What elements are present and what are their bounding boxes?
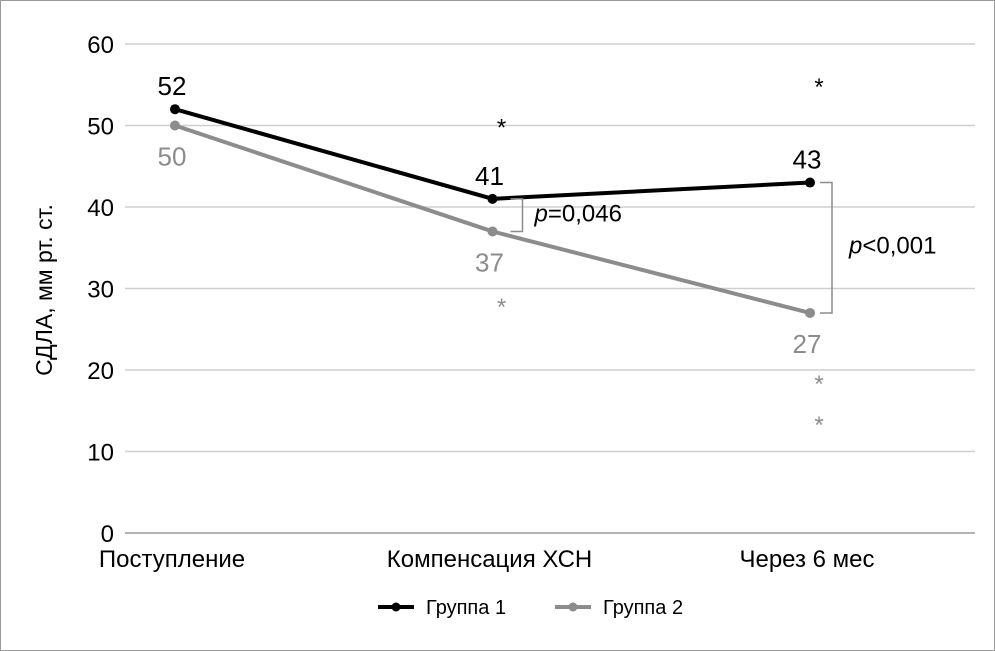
series-line-2 <box>174 123 811 315</box>
legend-marker <box>568 602 578 612</box>
p-value-label: p=0,046 <box>534 201 622 228</box>
p-value: =0,046 <box>548 201 622 228</box>
data-point <box>170 120 180 131</box>
data-label: 52 <box>158 71 187 101</box>
p-value: <0,001 <box>862 232 936 259</box>
legend-marker <box>391 602 401 612</box>
x-tick-label: Компенсация ХСН <box>387 546 592 573</box>
y-tick-label: 60 <box>87 32 114 59</box>
comparison-bracket <box>820 181 833 314</box>
y-tick-label: 50 <box>87 114 114 141</box>
y-axis-label: СДЛА, мм рт. ст. <box>31 204 57 376</box>
data-label: 43 <box>793 145 822 175</box>
significance-asterisk: * <box>497 115 506 142</box>
data-label: 37 <box>475 247 504 277</box>
data-point <box>170 104 180 115</box>
data-label: 50 <box>158 142 187 172</box>
y-tick-label: 0 <box>101 521 114 548</box>
y-tick-label: 40 <box>87 195 114 222</box>
x-tick-label: Через 6 мес <box>739 546 874 573</box>
p-symbol: p <box>534 201 548 228</box>
significance-asterisk: * <box>814 74 823 101</box>
significance-asterisk: * <box>814 371 823 398</box>
comparison-bracket <box>510 198 524 233</box>
data-point <box>805 307 815 318</box>
p-symbol: p <box>848 232 862 259</box>
legend-label: Группа 2 <box>603 597 683 619</box>
y-tick-label: 10 <box>87 440 114 467</box>
significance-asterisk: * <box>814 412 823 439</box>
data-label: 41 <box>475 161 504 191</box>
data-point <box>487 226 498 237</box>
y-tick-label: 30 <box>87 277 114 304</box>
legend-label: Группа 1 <box>426 597 506 619</box>
x-tick-label: Поступление <box>99 546 245 573</box>
p-value-label: p<0,001 <box>848 232 936 259</box>
significance-asterisk: * <box>497 294 506 321</box>
y-tick-label: 20 <box>87 358 114 385</box>
data-point <box>805 177 815 188</box>
data-label: 27 <box>793 329 822 359</box>
data-point <box>487 193 498 204</box>
